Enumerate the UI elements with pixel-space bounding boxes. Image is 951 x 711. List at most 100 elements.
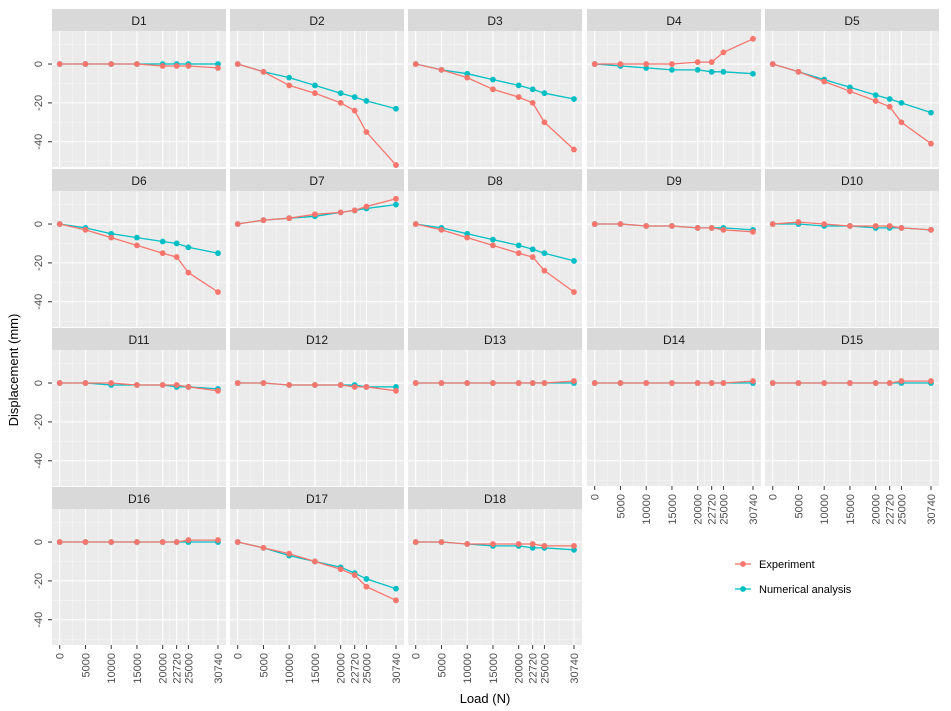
data-point-experiment xyxy=(928,378,934,384)
data-point-experiment xyxy=(515,541,522,547)
panel-label: D5 xyxy=(844,14,860,28)
y-tick-label: 0 xyxy=(33,61,45,67)
panel-strip xyxy=(230,487,404,509)
data-point-experiment xyxy=(795,68,802,75)
panel-background xyxy=(765,191,939,327)
panel-strip xyxy=(587,9,761,31)
panel-d3: D3 xyxy=(408,9,582,167)
data-point-experiment xyxy=(159,539,166,545)
data-point-numerical-analysis xyxy=(886,96,893,102)
panel-d6: D6 xyxy=(52,169,226,327)
data-point-experiment xyxy=(872,223,879,229)
data-point-numerical-analysis xyxy=(872,92,879,99)
panel-strip xyxy=(52,487,226,509)
panel-background xyxy=(765,350,939,486)
panel-strip xyxy=(408,487,582,509)
x-tick-label: 25000 xyxy=(361,653,373,684)
data-point-experiment xyxy=(185,384,192,390)
data-point-experiment xyxy=(795,380,802,386)
data-point-numerical-analysis xyxy=(312,82,318,89)
x-tick-label: 30740 xyxy=(926,494,938,525)
x-tick-label: 15000 xyxy=(667,494,679,525)
data-point-numerical-analysis xyxy=(529,246,536,253)
data-point-experiment xyxy=(515,250,522,257)
data-point-experiment xyxy=(643,223,650,229)
data-point-numerical-analysis xyxy=(928,109,934,116)
data-point-experiment xyxy=(694,225,701,231)
data-point-experiment xyxy=(490,86,496,93)
panel-strip xyxy=(230,9,404,31)
x-tick-label: 5000 xyxy=(258,653,270,677)
x-tick-label: 0 xyxy=(233,653,245,659)
data-point-experiment xyxy=(173,63,180,69)
panel-background xyxy=(230,509,404,645)
data-point-experiment xyxy=(541,380,548,386)
data-point-experiment xyxy=(769,380,776,386)
y-tick-label: -20 xyxy=(33,573,45,589)
data-point-experiment xyxy=(898,225,905,231)
panel-strip xyxy=(587,169,761,191)
data-point-numerical-analysis xyxy=(393,585,399,592)
data-point-experiment xyxy=(872,380,879,386)
data-point-experiment xyxy=(215,65,221,71)
panel-label: D13 xyxy=(484,333,506,347)
data-point-numerical-analysis xyxy=(541,90,548,97)
axes-layer: 0 -20 -40 0 -20 -40 0 -20 -40 0 5000 10000 15000 2000… xyxy=(33,61,938,684)
data-point-experiment xyxy=(363,583,370,590)
data-point-experiment xyxy=(928,140,934,147)
legend: Experiment Numerical analysis xyxy=(735,559,852,596)
panel-label: D1 xyxy=(131,14,147,28)
data-point-experiment xyxy=(643,380,650,386)
x-tick-label: 22720 xyxy=(350,653,362,684)
panel-label: D14 xyxy=(663,333,685,347)
data-point-numerical-analysis xyxy=(490,76,496,83)
y-tick-label: -20 xyxy=(33,255,45,271)
data-point-numerical-analysis xyxy=(393,105,399,112)
y-tick-label: 0 xyxy=(33,221,45,227)
panel-background xyxy=(52,31,226,167)
panel-d1: D1 xyxy=(52,9,226,167)
x-tick-label: 22720 xyxy=(885,494,897,525)
data-point-experiment xyxy=(215,387,221,394)
data-point-numerical-analysis xyxy=(720,68,727,75)
data-point-experiment xyxy=(708,380,715,386)
data-point-experiment xyxy=(337,382,344,388)
data-point-experiment xyxy=(412,221,419,227)
panel-background xyxy=(408,350,582,486)
data-point-experiment xyxy=(886,223,893,229)
data-point-experiment xyxy=(108,380,115,386)
data-point-experiment xyxy=(669,61,675,67)
data-point-experiment xyxy=(286,82,293,89)
x-tick-label: 5000 xyxy=(80,653,92,677)
x-tick-label: 15000 xyxy=(310,653,322,684)
data-point-numerical-analysis xyxy=(898,99,905,106)
panel-background xyxy=(230,350,404,486)
x-tick-label: 20000 xyxy=(514,653,526,684)
panel-label: D18 xyxy=(484,492,506,506)
x-tick-label: 0 xyxy=(411,653,423,659)
data-point-numerical-analysis xyxy=(529,86,536,93)
data-point-experiment xyxy=(393,162,399,168)
data-point-experiment xyxy=(847,223,853,229)
series-line-experiment xyxy=(415,63,575,150)
data-point-numerical-analysis xyxy=(750,70,756,77)
data-point-experiment xyxy=(260,68,267,75)
data-point-experiment xyxy=(541,267,548,274)
y-tick-label: -40 xyxy=(33,453,45,469)
x-tick-label: 10000 xyxy=(106,653,118,684)
data-point-experiment xyxy=(438,226,445,233)
panel-background xyxy=(52,191,226,327)
panel-background xyxy=(408,31,582,167)
data-point-numerical-analysis xyxy=(694,66,701,73)
legend-key-point-experiment xyxy=(740,561,746,567)
data-point-numerical-analysis xyxy=(337,90,344,97)
data-point-experiment xyxy=(215,289,221,295)
data-point-experiment xyxy=(134,382,140,388)
data-point-experiment xyxy=(234,61,241,67)
data-point-experiment xyxy=(134,61,140,67)
panel-label: D3 xyxy=(487,14,503,28)
data-point-experiment xyxy=(234,380,241,386)
data-point-experiment xyxy=(886,103,893,110)
panel-label: D9 xyxy=(666,174,682,188)
